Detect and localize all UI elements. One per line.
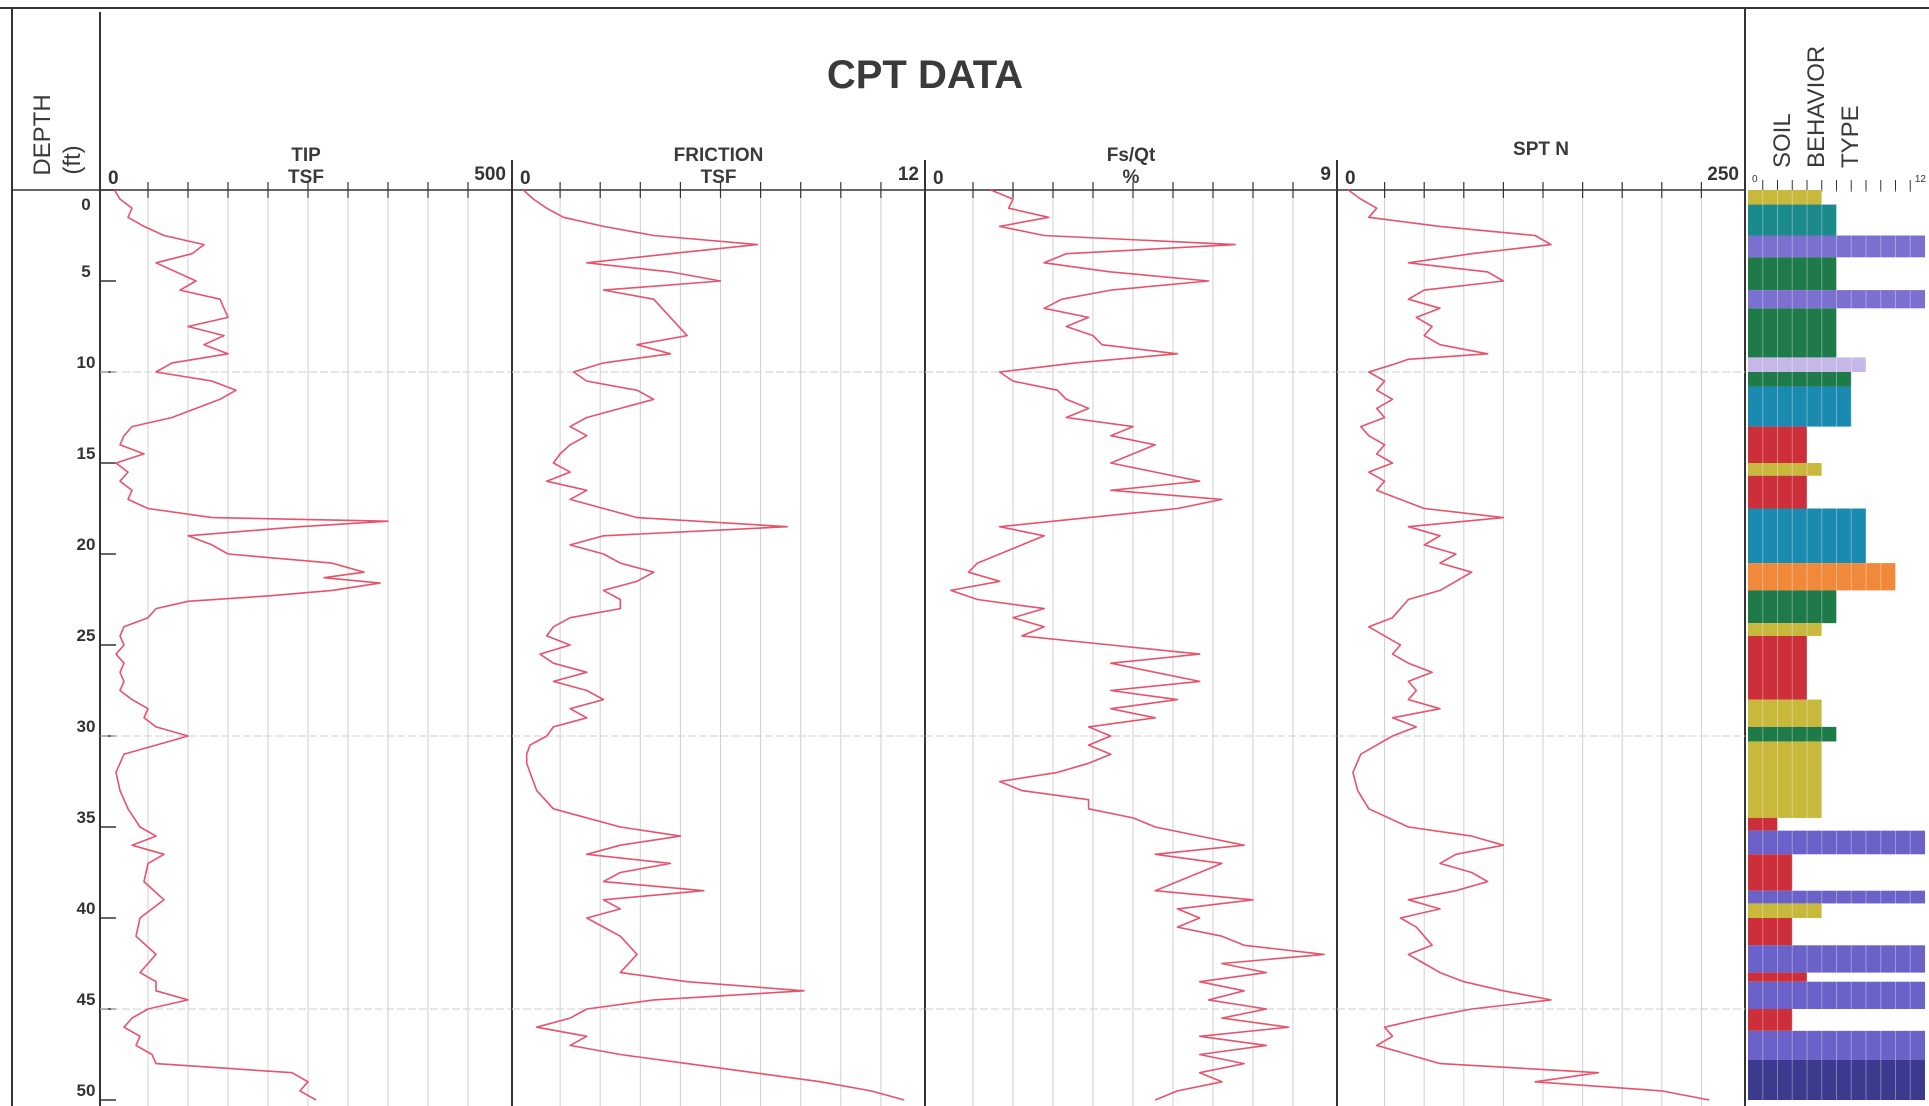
sbt-band [1748,475,1807,509]
sbt-band [1748,257,1837,291]
sbt-band [1748,623,1822,636]
depth-tick-label: 5 [81,262,90,281]
range-max-label: 9 [1320,164,1331,185]
depth-axis-label: DEPTH [29,94,56,175]
range-min-label: 0 [520,168,531,189]
range-max-label: 12 [898,164,919,185]
range-max-label: 250 [1707,164,1739,185]
sbt-band [1748,1030,1925,1060]
sbt-band [1748,981,1925,1009]
series-unit-label: % [1123,167,1140,188]
range-min-label: 0 [108,168,119,189]
range-max-label: 500 [474,164,506,185]
depth-tick-label: 25 [77,626,96,645]
series-name-label: Fs/Qt [1107,145,1156,166]
sbt-band [1748,372,1852,387]
series-name-label: TIP [291,145,321,166]
series-line-friction [522,189,905,1101]
series-name-label: SPT N [1513,139,1569,160]
sbt-band [1748,357,1866,372]
chart-title: CPT DATA [827,53,1023,97]
sbt-band [1748,290,1925,309]
sbt-label-line: SOIL [1769,113,1796,168]
sbt-label-line: TYPE [1837,105,1864,168]
series-line-tip [113,189,389,1101]
depth-tick-label: 40 [77,899,96,918]
series-name-label: FRICTION [674,145,764,166]
panel-spt-n: SPT N 0 250 [1336,139,1745,1106]
panel-fs-qt: Fs/Qt% 0 9 [924,145,1337,1106]
sbt-band [1748,830,1925,855]
depth-tick-label: 45 [77,990,96,1009]
sbt-band [1748,741,1822,818]
sbt-band [1748,1009,1793,1031]
sbt-band [1748,972,1807,982]
range-min-label: 0 [1345,168,1356,189]
sbt-band [1748,204,1837,236]
sbt-scale-max-label: 12 [1915,174,1927,185]
sbt-band [1748,190,1822,205]
figure-frame [0,7,1929,1106]
sbt-band [1748,726,1837,742]
soil-behavior-type-panel: SOIL BEHAVIOR TYPE 0 12 [1748,46,1926,1106]
series-unit-label: TSF [701,167,737,188]
series-unit-label: TSF [288,167,324,188]
sbt-band [1748,563,1896,591]
series-line-fs-qt [949,189,1325,1101]
sbt-band [1748,386,1852,427]
sbt-band [1748,308,1837,358]
depth-tick-label: 30 [77,717,96,736]
depth-tick-label: 15 [77,444,96,463]
sbt-band [1748,426,1807,463]
depth-tick-label: 50 [77,1081,96,1100]
series-line-spt-n [1347,189,1710,1101]
depth-tick-label: 35 [77,808,96,827]
sbt-band [1748,590,1837,624]
sbt-band [1748,918,1793,946]
sbt-band [1748,699,1822,727]
depth-axis: 0 5 10 15 20 25 30 35 40 45 50 [77,189,116,1101]
depth-tick-label: 0 [81,195,90,214]
sbt-label-line: BEHAVIOR [1803,46,1830,168]
sbt-band [1748,635,1807,700]
sbt-band [1748,463,1822,476]
range-min-label: 0 [933,168,944,189]
depth-tick-label: 10 [77,353,96,372]
depth-tick-label: 20 [77,535,96,554]
sbt-band [1748,235,1925,258]
sbt-band [1748,945,1925,973]
sbt-band [1748,1059,1925,1100]
sbt-band [1748,508,1866,564]
sbt-scale-min-label: 0 [1752,174,1758,185]
sbt-band [1748,817,1778,831]
sbt-band [1748,903,1822,918]
sbt-band [1748,890,1925,904]
depth-axis-unit: (ft) [59,145,86,174]
sbt-band [1748,854,1793,891]
